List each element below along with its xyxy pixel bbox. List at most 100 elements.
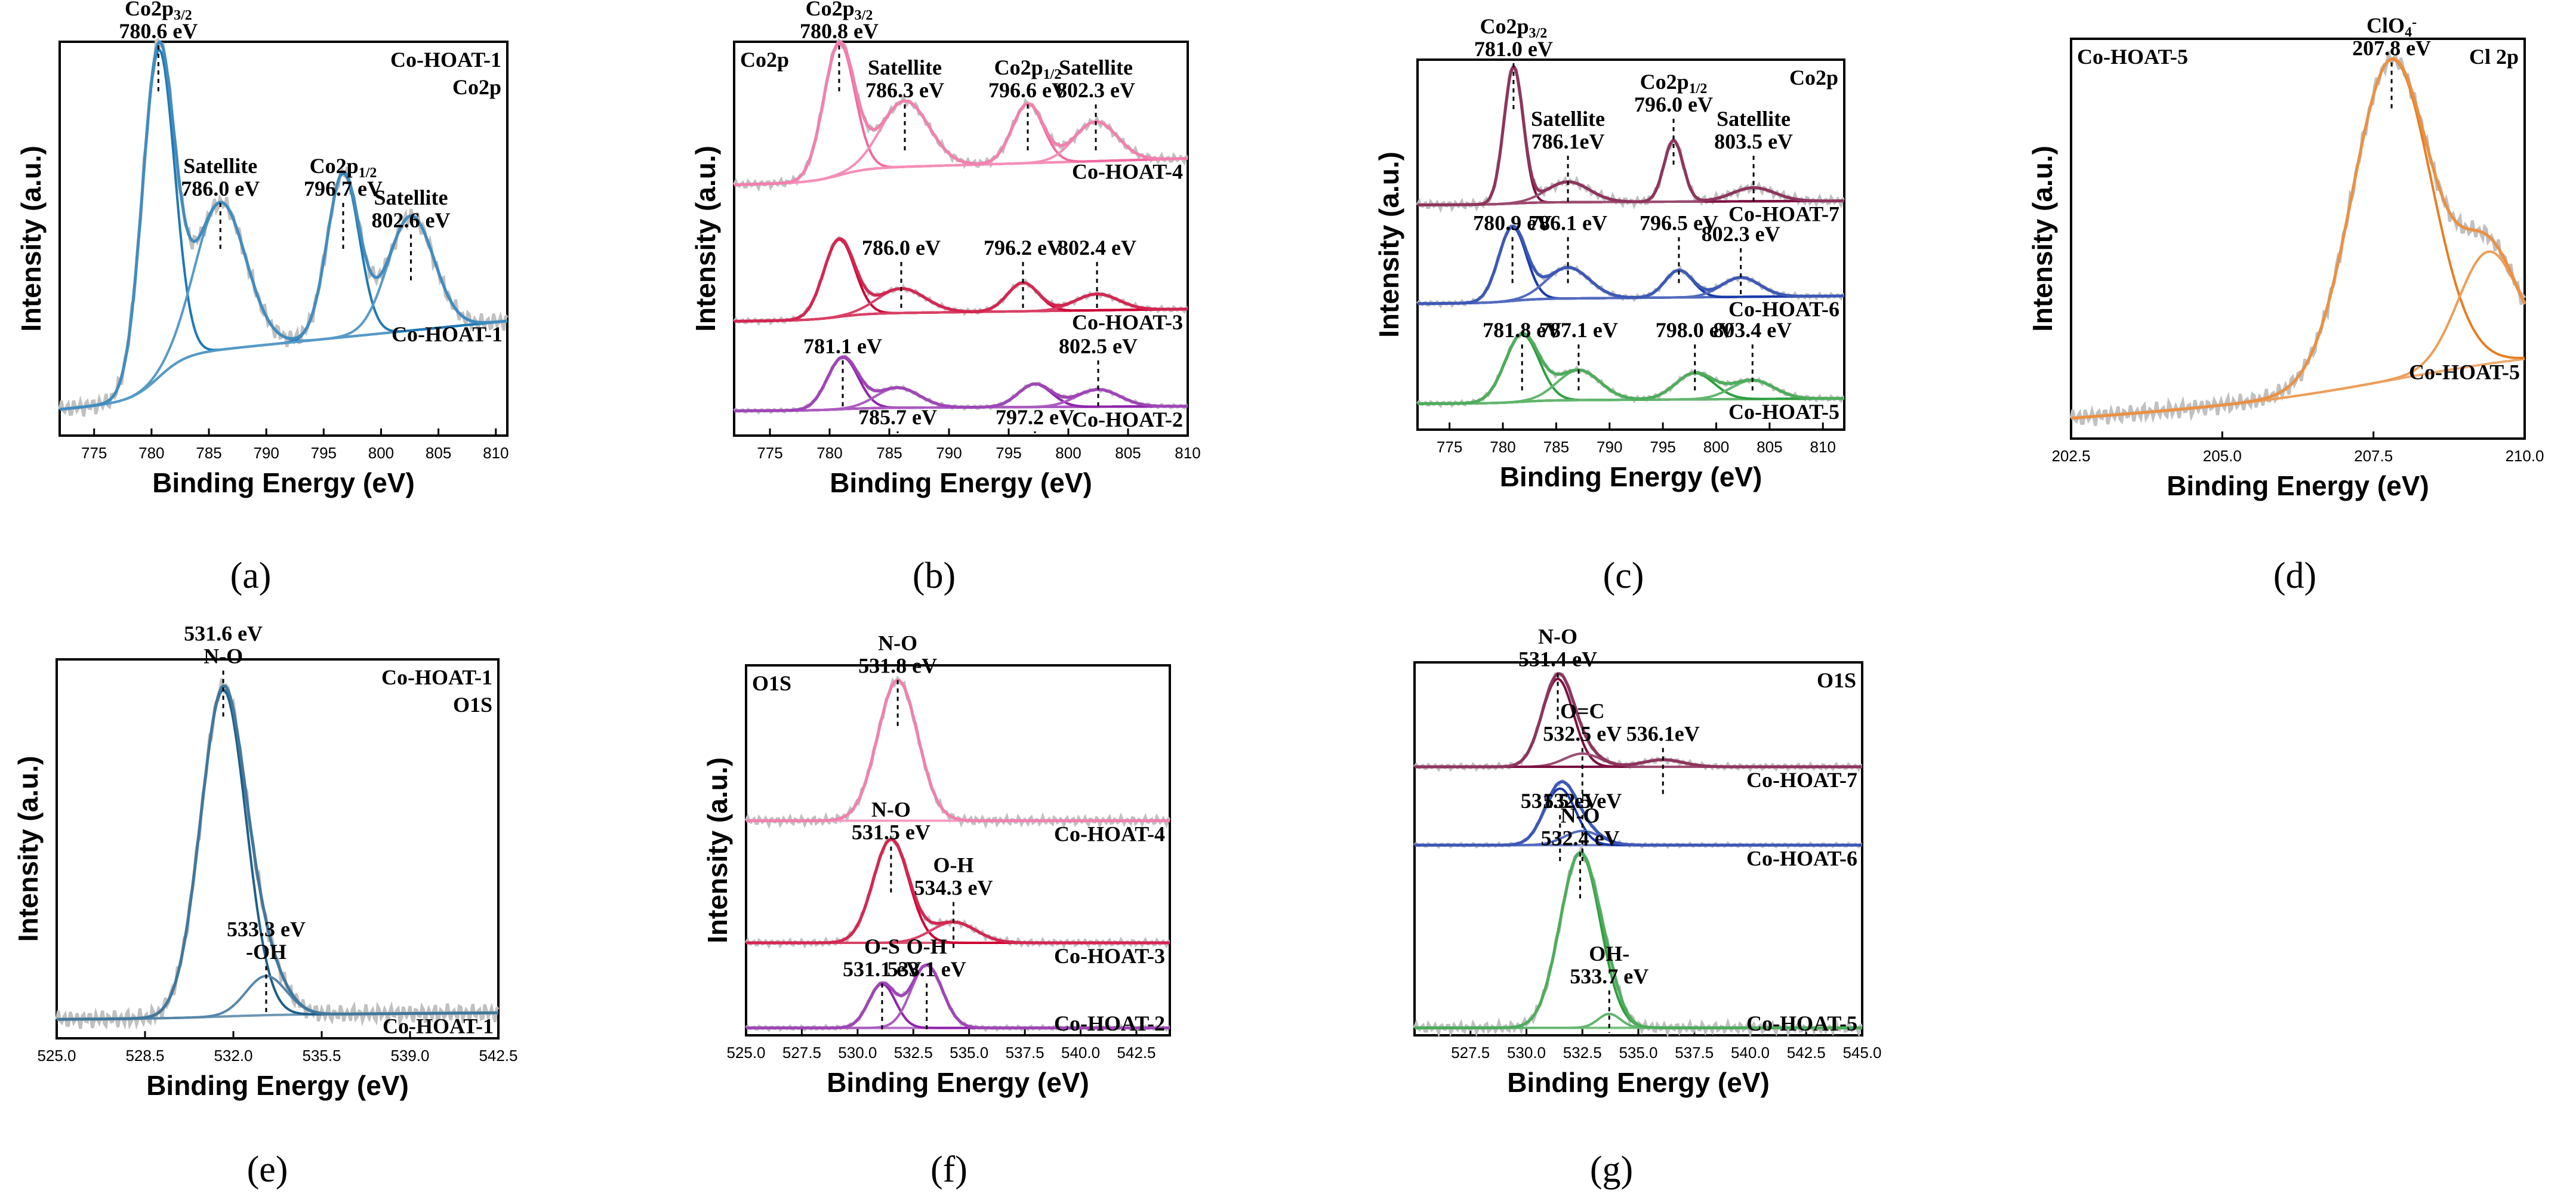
fit-component bbox=[1415, 787, 1862, 847]
fit-envelope bbox=[1418, 332, 1845, 405]
x-tick-label: 795 bbox=[996, 444, 1021, 462]
fit-component bbox=[746, 921, 1170, 944]
x-tick-label: 525.0 bbox=[37, 1047, 76, 1065]
fit-envelope bbox=[1415, 780, 1862, 847]
x-tick-label: 785 bbox=[876, 444, 902, 462]
plot-frame bbox=[58, 41, 509, 437]
peak-value: 780.6 eV bbox=[119, 19, 198, 43]
x-tick-label: 800 bbox=[1703, 438, 1729, 456]
peak-value: 803.5 eV bbox=[1714, 129, 1793, 153]
x-tick-label: 790 bbox=[936, 444, 962, 462]
x-tick-label: 537.5 bbox=[1006, 1044, 1044, 1062]
corner-label: O1S bbox=[1817, 668, 1856, 692]
x-tick-label: 805 bbox=[426, 444, 451, 462]
series-label: Co-HOAT-5 bbox=[2409, 360, 2520, 384]
peak-label: O=C bbox=[1560, 699, 1605, 723]
plot-frame bbox=[733, 41, 1189, 437]
peak-value: 531.8 eV bbox=[858, 654, 937, 678]
x-tick-label: 542.5 bbox=[1787, 1044, 1826, 1062]
peak-label: Co2p1/2 bbox=[310, 154, 377, 181]
peak-value: 796.2 eV bbox=[984, 236, 1062, 260]
series-label: Co-HOAT-5 bbox=[1728, 400, 1839, 424]
peak-value: N-O bbox=[204, 644, 243, 668]
peak-label: Co2p3/2 bbox=[125, 0, 192, 23]
peak-label: Satellite bbox=[183, 154, 257, 178]
peak-value: 802.6 eV bbox=[371, 208, 450, 232]
peak-value: 797.2 eV bbox=[996, 405, 1074, 429]
y-axis-label: Intensity (a.u.) bbox=[1373, 152, 1404, 338]
x-tick-label: 785 bbox=[196, 444, 221, 462]
peak-value: 802.4 eV bbox=[1058, 236, 1136, 260]
series-label: Co-HOAT-1 bbox=[383, 1014, 494, 1038]
raw-data-line bbox=[733, 354, 1188, 415]
peak-label: 533.3 eV bbox=[227, 917, 306, 941]
series-co-hoat-6: Co-HOAT-6 bbox=[1413, 779, 1863, 870]
peak-value: 531.4 eV bbox=[1518, 647, 1597, 671]
series-co-hoat-3: Co-HOAT-3 bbox=[744, 835, 1170, 968]
fit-envelope bbox=[746, 837, 1170, 945]
peak-value: 532.4 eV bbox=[1541, 826, 1620, 850]
series-co-hoat-2: Co-HOAT-2 bbox=[745, 961, 1170, 1035]
x-tick-label: 790 bbox=[1597, 438, 1622, 456]
peak-value: 533.7 eV bbox=[1570, 964, 1648, 988]
peak-label: O-H bbox=[933, 853, 974, 877]
peak-label: Satellite bbox=[868, 55, 942, 79]
peak-label: O-S bbox=[864, 934, 900, 958]
panel-label: (e) bbox=[247, 1149, 288, 1190]
peak-label: ClO4- bbox=[2367, 14, 2417, 41]
peak-value: 781.1 eV bbox=[803, 334, 882, 358]
peak-label: N-O bbox=[878, 631, 917, 655]
x-tick-label: 810 bbox=[1810, 438, 1836, 456]
fit-envelope bbox=[2070, 57, 2526, 420]
peak-value: 787.1 eV bbox=[1539, 318, 1618, 342]
peak-value: 781.0 eV bbox=[1474, 37, 1553, 61]
chart-panel-e: 525.0 528.5 532.0 535.5 539.0 542.5 Binding En… bbox=[13, 622, 518, 1190]
peak-value: 796.6 eV bbox=[988, 78, 1067, 102]
peak-value: 802.3 eV bbox=[1702, 222, 1780, 246]
x-tick-label: 800 bbox=[1055, 444, 1081, 462]
x-axis-label: Binding Energy (eV) bbox=[1507, 1067, 1770, 1098]
corner-label: Co2p bbox=[452, 75, 501, 99]
x-tick-label: 530.0 bbox=[1507, 1044, 1546, 1062]
x-tick-label: 532.5 bbox=[894, 1044, 933, 1062]
series-label: Co-HOAT-7 bbox=[1728, 202, 1839, 226]
fit-envelope bbox=[734, 237, 1188, 323]
peak-value: 798.0 eV bbox=[1656, 318, 1734, 342]
fit-component bbox=[2070, 250, 2526, 419]
peak-value: 786.0 eV bbox=[181, 177, 260, 200]
raw-data-line bbox=[55, 678, 500, 1031]
chart-panel-c: 775 780 785 790 795 800 805 810 Binding Energy (… bbox=[1373, 14, 1845, 596]
panel-label: (d) bbox=[2273, 556, 2316, 596]
fit-envelope bbox=[57, 684, 498, 1021]
x-tick-label: 202.5 bbox=[2051, 447, 2090, 465]
peak-label: N-O bbox=[1561, 804, 1600, 828]
x-tick-label: 805 bbox=[1115, 444, 1141, 462]
x-axis-label: Binding Energy (eV) bbox=[830, 467, 1092, 498]
peak-value: 532.5 eV bbox=[1543, 722, 1622, 746]
x-tick-label: 795 bbox=[1650, 438, 1675, 456]
series-label: Co-HOAT-2 bbox=[1054, 1011, 1165, 1035]
peak-value: -OH bbox=[246, 940, 286, 964]
fit-envelope bbox=[746, 963, 1170, 1030]
x-tick-label: 539.0 bbox=[390, 1047, 429, 1065]
series-co-hoat-7: Co-HOAT-7 bbox=[1416, 65, 1845, 226]
chart-panel-b: 775 780 785 790 795 800 805 810 Binding Energy (… bbox=[690, 0, 1201, 596]
series-co-hoat-4: Co-HOAT-4 bbox=[732, 38, 1188, 192]
x-tick-label: 780 bbox=[138, 444, 164, 462]
x-tick-label: 810 bbox=[1175, 444, 1200, 462]
fit-envelope bbox=[1415, 851, 1862, 1029]
corner-label: Co-HOAT-1 bbox=[390, 48, 501, 72]
corner-label: O1S bbox=[453, 693, 492, 717]
corner-label: Co2p bbox=[1789, 66, 1838, 90]
peak-label: Co2p3/2 bbox=[806, 0, 873, 23]
x-tick-label: 530.0 bbox=[838, 1044, 877, 1062]
plot-frame bbox=[745, 664, 1171, 1037]
peak-label: Co2p1/2 bbox=[994, 55, 1062, 82]
x-axis-label: Binding Energy (eV) bbox=[152, 467, 415, 498]
series-co-hoat-3: Co-HOAT-3 bbox=[733, 236, 1188, 334]
